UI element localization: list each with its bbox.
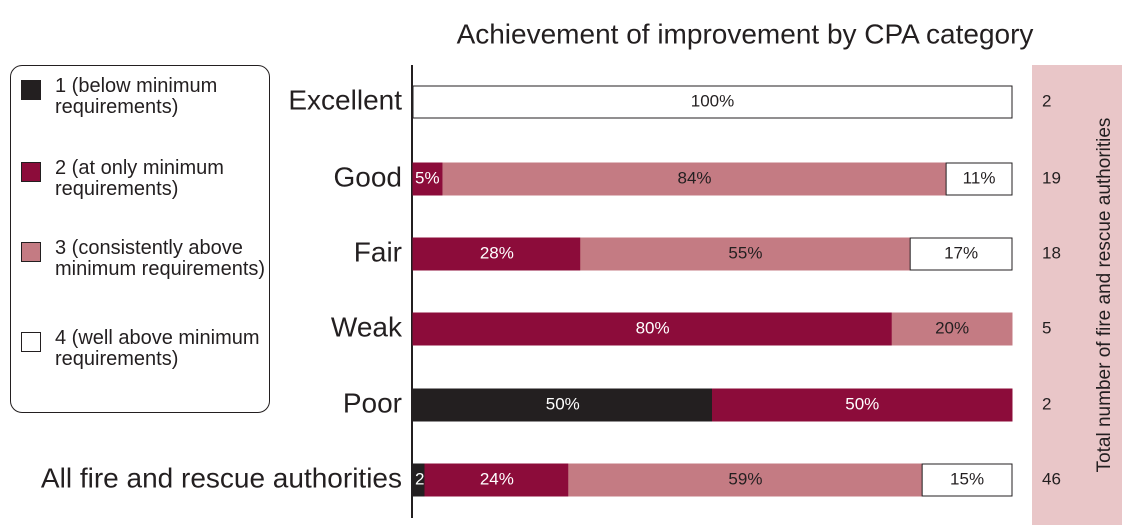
value-label: 55% <box>728 243 762 262</box>
bar-segment <box>412 85 1013 119</box>
legend-swatch <box>21 242 41 262</box>
total-value: 18 <box>1042 243 1061 262</box>
bar-segment <box>424 463 570 497</box>
total-value: 2 <box>1042 91 1051 110</box>
value-label: 59% <box>728 469 762 488</box>
value-label: 20% <box>935 318 969 337</box>
value-label: 50% <box>546 394 580 413</box>
value-label: 100% <box>691 91 734 110</box>
value-label: 11% <box>963 168 996 187</box>
value-label: 24% <box>480 469 514 488</box>
category-label: Fair <box>354 236 402 267</box>
value-label: 80% <box>636 318 670 337</box>
bar-segment <box>891 312 1013 346</box>
category-label: All fire and rescue authorities <box>41 462 402 493</box>
category-label: Good <box>334 161 403 192</box>
bar-segment <box>442 162 947 196</box>
legend-item: 2 (at only minimum requirements) <box>21 158 266 200</box>
bar-segment <box>945 162 1013 196</box>
bar-segment <box>921 463 1013 497</box>
total-value: 5 <box>1042 318 1051 337</box>
value-label: 50% <box>845 394 879 413</box>
legend: 1 (below minimum requirements) 2 (at only… <box>10 65 270 413</box>
legend-label: 2 (at only minimum requirements) <box>55 157 224 200</box>
legend-swatch <box>21 332 41 352</box>
value-label: 84% <box>678 168 712 187</box>
legend-item: 3 (consistently above minimum requiremen… <box>21 238 266 280</box>
category-label: Excellent <box>288 84 402 115</box>
category-label: Poor <box>343 387 402 418</box>
bar-segment <box>909 237 1013 271</box>
total-value: 46 <box>1042 469 1061 488</box>
total-value: 19 <box>1042 168 1061 187</box>
legend-label: 3 (consistently above minimum requiremen… <box>55 237 266 280</box>
bar-segment <box>580 237 911 271</box>
value-label: 15% <box>950 469 984 488</box>
value-label: 5% <box>415 168 440 187</box>
legend-item: 1 (below minimum requirements) <box>21 76 266 118</box>
legend-swatch <box>21 80 41 100</box>
category-label: Weak <box>331 311 403 342</box>
legend-item: 4 (well above minimum requirements) <box>21 328 266 370</box>
bar-segment <box>568 463 923 497</box>
legend-label: 1 (below minimum requirements) <box>55 75 218 118</box>
legend-label: 4 (well above minimum requirements) <box>55 327 260 370</box>
legend-swatch <box>21 162 41 182</box>
bar-segment <box>412 388 713 422</box>
value-label: 17% <box>944 243 978 262</box>
bar-segment <box>712 388 1013 422</box>
totals-panel <box>1032 65 1122 525</box>
bar-segment <box>412 237 582 271</box>
totals-label: Total number of fire and rescue authorit… <box>1094 118 1115 473</box>
chart-title: Achievement of improvement by CPA catego… <box>457 18 1034 49</box>
value-label: 28% <box>480 243 514 262</box>
total-value: 2 <box>1042 394 1051 413</box>
